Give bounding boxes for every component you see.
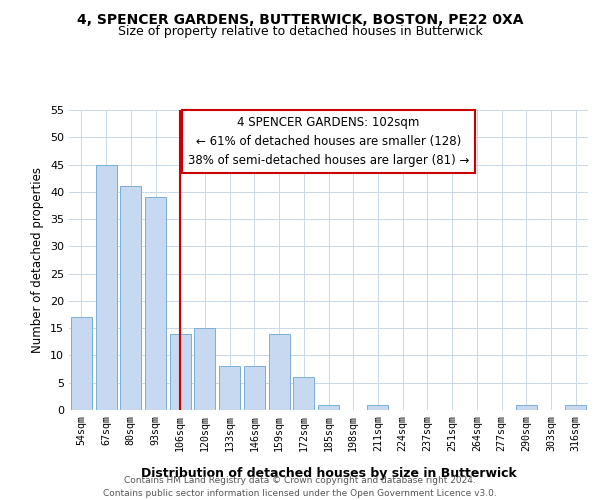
- Bar: [516, 404, 537, 410]
- Bar: [145, 198, 166, 410]
- Bar: [194, 328, 215, 410]
- Text: 4, SPENCER GARDENS, BUTTERWICK, BOSTON, PE22 0XA: 4, SPENCER GARDENS, BUTTERWICK, BOSTON, …: [77, 12, 523, 26]
- Bar: [170, 334, 191, 410]
- Bar: [293, 378, 314, 410]
- Text: Size of property relative to detached houses in Butterwick: Size of property relative to detached ho…: [118, 25, 482, 38]
- Y-axis label: Number of detached properties: Number of detached properties: [31, 167, 44, 353]
- Bar: [120, 186, 141, 410]
- Bar: [71, 318, 92, 410]
- Bar: [318, 404, 339, 410]
- Bar: [219, 366, 240, 410]
- Bar: [367, 404, 388, 410]
- Bar: [269, 334, 290, 410]
- Bar: [565, 404, 586, 410]
- Bar: [244, 366, 265, 410]
- Text: Contains HM Land Registry data © Crown copyright and database right 2024.
Contai: Contains HM Land Registry data © Crown c…: [103, 476, 497, 498]
- Text: 4 SPENCER GARDENS: 102sqm
← 61% of detached houses are smaller (128)
38% of semi: 4 SPENCER GARDENS: 102sqm ← 61% of detac…: [188, 116, 469, 167]
- Text: Distribution of detached houses by size in Butterwick: Distribution of detached houses by size …: [141, 468, 517, 480]
- Bar: [95, 164, 116, 410]
